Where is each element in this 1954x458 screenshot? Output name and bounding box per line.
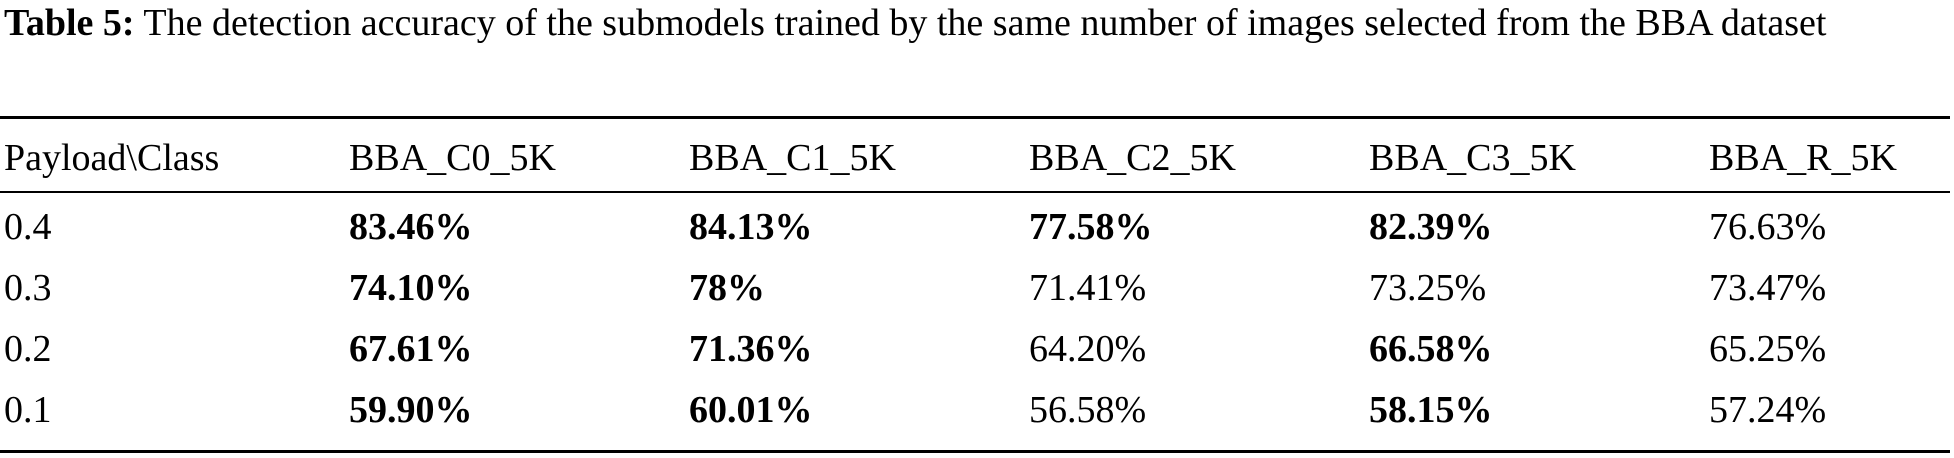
table-cell: 57.24% [1709,388,1827,431]
table-cell: 66.58% [1369,327,1493,370]
table-cell: 67.61% [349,327,473,370]
header-cell-payload-class: Payload\Class [4,137,220,179]
table-row: 0.2 67.61% 71.36% 64.20% 66.58% 65.25% [0,318,1949,379]
table-cell: 83.46% [349,205,473,248]
table-cell: 0.4 [4,205,52,248]
table-header: Payload\Class BBA_C0_5K BBA_C1_5K BBA_C2… [0,130,1949,186]
header-cell-bba-c1-5k: BBA_C1_5K [689,137,896,179]
table-row: 0.4 83.46% 84.13% 77.58% 82.39% 76.63% [0,196,1949,257]
table-cell: 74.10% [349,266,473,309]
header-cell-bba-c2-5k: BBA_C2_5K [1029,137,1236,179]
header-cell-bba-r-5k: BBA_R_5K [1709,137,1897,179]
top-rule [0,116,1950,119]
table-cell: 82.39% [1369,205,1493,248]
accuracy-table: Payload\Class BBA_C0_5K BBA_C1_5K BBA_C2… [0,130,1949,440]
table-cell: 58.15% [1369,388,1493,431]
header-row: Payload\Class BBA_C0_5K BBA_C1_5K BBA_C2… [0,130,1949,186]
table-cell: 64.20% [1029,327,1147,370]
spacer-row [0,186,1949,196]
table-cell: 77.58% [1029,205,1153,248]
table-cell: 78% [689,266,765,309]
table-cell: 59.90% [349,388,473,431]
table-cell: 84.13% [689,205,813,248]
header-cell-bba-c3-5k: BBA_C3_5K [1369,137,1576,179]
table-cell: 71.36% [689,327,813,370]
caption-label: Table 5: [4,2,135,44]
table-cell: 71.41% [1029,266,1147,309]
header-cell-bba-c0-5k: BBA_C0_5K [349,137,556,179]
table-row: 0.1 59.90% 60.01% 56.58% 58.15% 57.24% [0,379,1949,440]
table-row: 0.3 74.10% 78% 71.41% 73.25% 73.47% [0,257,1949,318]
table-cell: 65.25% [1709,327,1827,370]
table-cell: 56.58% [1029,388,1147,431]
table-cell: 76.63% [1709,205,1827,248]
table-cell: 0.1 [4,388,52,431]
table-cell: 73.47% [1709,266,1827,309]
table-cell: 0.2 [4,327,52,370]
table-cell: 0.3 [4,266,52,309]
header-rule [0,191,1950,193]
table-body: 0.4 83.46% 84.13% 77.58% 82.39% 76.63% 0… [0,186,1949,440]
table-caption: Table 5: The detection accuracy of the s… [4,0,1949,46]
caption-text: The detection accuracy of the submodels … [134,2,1827,44]
table-cell: 60.01% [689,388,813,431]
table-cell: 73.25% [1369,266,1487,309]
bottom-rule [0,450,1950,453]
